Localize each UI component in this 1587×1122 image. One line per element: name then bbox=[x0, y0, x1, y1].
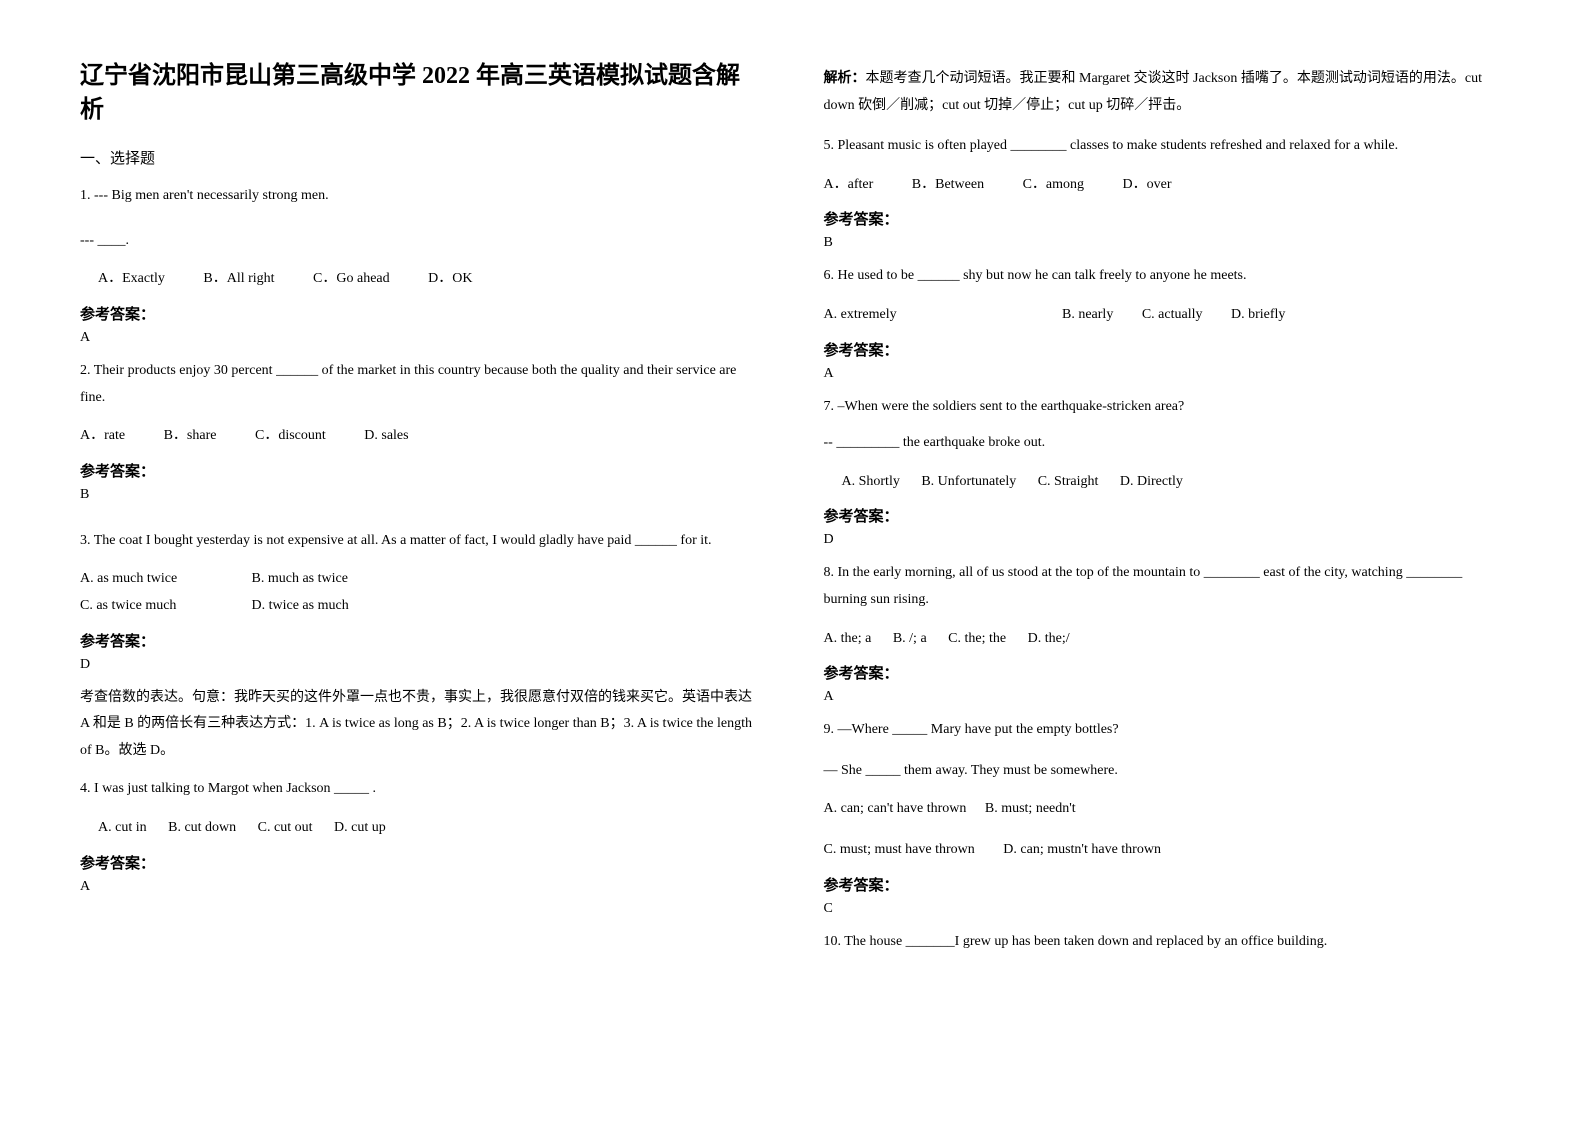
q5-opt-d: D．over bbox=[1123, 172, 1172, 199]
q6-opt-a: A. extremely bbox=[824, 302, 1024, 329]
q5-answer-label: 参考答案： bbox=[824, 208, 1508, 229]
q2-options: A．rate B．share C．discount D. sales bbox=[80, 423, 764, 450]
q4-options: A. cut in B. cut down C. cut out D. cut … bbox=[80, 815, 764, 842]
right-column: 解析：本题考查几个动词短语。我正要和 Margaret 交谈这时 Jackson… bbox=[794, 60, 1538, 967]
q8-opt-a: A. the; a bbox=[824, 626, 872, 653]
q2-opt-d: D. sales bbox=[364, 423, 408, 450]
q9-text: 9. —Where _____ Mary have put the empty … bbox=[824, 717, 1508, 744]
q1-opt-c: C．Go ahead bbox=[313, 266, 390, 293]
question-6: 6. He used to be ______ shy but now he c… bbox=[824, 263, 1508, 290]
q2-answer: B bbox=[80, 487, 764, 503]
q3-answer-label: 参考答案： bbox=[80, 630, 764, 651]
q5-opt-c: C．among bbox=[1023, 172, 1084, 199]
q9-answer-label: 参考答案： bbox=[824, 874, 1508, 895]
q4-answer-label: 参考答案： bbox=[80, 852, 764, 873]
q7-answer-label: 参考答案： bbox=[824, 505, 1508, 526]
q2-opt-c: C．discount bbox=[255, 423, 326, 450]
question-1: 1. --- Big men aren't necessarily strong… bbox=[80, 183, 764, 254]
q1-answer-label: 参考答案： bbox=[80, 303, 764, 324]
q7-opt-d: D. Directly bbox=[1120, 469, 1183, 496]
q7-text: 7. –When were the soldiers sent to the e… bbox=[824, 394, 1508, 421]
q1-text: 1. --- Big men aren't necessarily strong… bbox=[80, 183, 764, 210]
q9-opt-b: B. must; needn't bbox=[985, 796, 1076, 823]
q6-answer-label: 参考答案： bbox=[824, 339, 1508, 360]
q6-opt-b: B. nearly bbox=[1062, 302, 1113, 329]
q8-answer-label: 参考答案： bbox=[824, 662, 1508, 683]
q8-opt-b: B. /; a bbox=[893, 626, 927, 653]
q1-answer: A bbox=[80, 330, 764, 346]
q8-options: A. the; a B. /; a C. the; the D. the;/ bbox=[824, 626, 1508, 653]
question-3: 3. The coat I bought yesterday is not ex… bbox=[80, 528, 764, 555]
q3-opt-b: B. much as twice bbox=[252, 566, 348, 593]
q6-answer: A bbox=[824, 366, 1508, 382]
q9-opt-d: D. can; mustn't have thrown bbox=[1003, 837, 1161, 864]
question-7: 7. –When were the soldiers sent to the e… bbox=[824, 394, 1508, 457]
question-10: 10. The house _______I grew up has been … bbox=[824, 929, 1508, 956]
q7-text2: -- _________ the earthquake broke out. bbox=[824, 430, 1508, 457]
question-4: 4. I was just talking to Margot when Jac… bbox=[80, 776, 764, 803]
q4-opt-a: A. cut in bbox=[98, 815, 147, 842]
exam-title: 辽宁省沈阳市昆山第三高级中学 2022 年高三英语模拟试题含解析 bbox=[80, 60, 764, 127]
question-5: 5. Pleasant music is often played ______… bbox=[824, 133, 1508, 160]
q9-text2: — She _____ them away. They must be some… bbox=[824, 758, 1508, 785]
q8-answer: A bbox=[824, 689, 1508, 705]
q5-opt-a: A．after bbox=[824, 172, 874, 199]
q4-opt-c: C. cut out bbox=[258, 815, 313, 842]
q9-opt-a: A. can; can't have thrown bbox=[824, 796, 967, 823]
q3-opt-d: D. twice as much bbox=[252, 593, 349, 620]
q5-options: A．after B．Between C．among D．over bbox=[824, 172, 1508, 199]
q3-opt-a: A. as much twice bbox=[80, 566, 230, 593]
q6-opt-c: C. actually bbox=[1142, 302, 1203, 329]
q2-opt-b: B．share bbox=[164, 423, 217, 450]
q2-answer-label: 参考答案： bbox=[80, 460, 764, 481]
q1-text2: --- ____. bbox=[80, 228, 764, 255]
q6-opt-d: D. briefly bbox=[1231, 302, 1285, 329]
q9-options: A. can; can't have thrown B. must; needn… bbox=[824, 796, 1508, 863]
section-header: 一、选择题 bbox=[80, 147, 764, 168]
q7-opt-c: C. Straight bbox=[1038, 469, 1099, 496]
q6-options: A. extremely B. nearly C. actually D. br… bbox=[824, 302, 1508, 329]
q5-opt-b: B．Between bbox=[912, 172, 984, 199]
q4-answer: A bbox=[80, 879, 764, 895]
q3-answer: D bbox=[80, 657, 764, 673]
q4-opt-d: D. cut up bbox=[334, 815, 386, 842]
q1-opt-a: A．Exactly bbox=[98, 266, 165, 293]
q4-opt-b: B. cut down bbox=[168, 815, 236, 842]
q4-explain-label: 解析： bbox=[824, 71, 866, 86]
q7-answer: D bbox=[824, 532, 1508, 548]
q5-answer: B bbox=[824, 235, 1508, 251]
q3-options: A. as much twice B. much as twice C. as … bbox=[80, 566, 764, 619]
question-2: 2. Their products enjoy 30 percent _____… bbox=[80, 358, 764, 411]
q7-opt-a: A. Shortly bbox=[842, 469, 900, 496]
q7-options: A. Shortly B. Unfortunately C. Straight … bbox=[824, 469, 1508, 496]
left-column: 辽宁省沈阳市昆山第三高级中学 2022 年高三英语模拟试题含解析 一、选择题 1… bbox=[50, 60, 794, 967]
q1-opt-d: D．OK bbox=[428, 266, 472, 293]
q4-explain-text: 本题考查几个动词短语。我正要和 Margaret 交谈这时 Jackson 插嘴… bbox=[824, 71, 1482, 113]
q7-opt-b: B. Unfortunately bbox=[921, 469, 1016, 496]
question-8: 8. In the early morning, all of us stood… bbox=[824, 560, 1508, 613]
q1-options: A．Exactly B．All right C．Go ahead D．OK bbox=[80, 266, 764, 293]
question-9: 9. —Where _____ Mary have put the empty … bbox=[824, 717, 1508, 784]
q1-opt-b: B．All right bbox=[203, 266, 274, 293]
q8-opt-c: C. the; the bbox=[948, 626, 1006, 653]
q4-explanation: 解析：本题考查几个动词短语。我正要和 Margaret 交谈这时 Jackson… bbox=[824, 66, 1508, 119]
q3-explanation: 考查倍数的表达。句意：我昨天买的这件外罩一点也不贵，事实上，我很愿意付双倍的钱来… bbox=[80, 685, 764, 765]
q9-answer: C bbox=[824, 901, 1508, 917]
q8-opt-d: D. the;/ bbox=[1028, 626, 1070, 653]
q3-opt-c: C. as twice much bbox=[80, 593, 230, 620]
q2-opt-a: A．rate bbox=[80, 423, 125, 450]
q9-opt-c: C. must; must have thrown bbox=[824, 837, 975, 864]
